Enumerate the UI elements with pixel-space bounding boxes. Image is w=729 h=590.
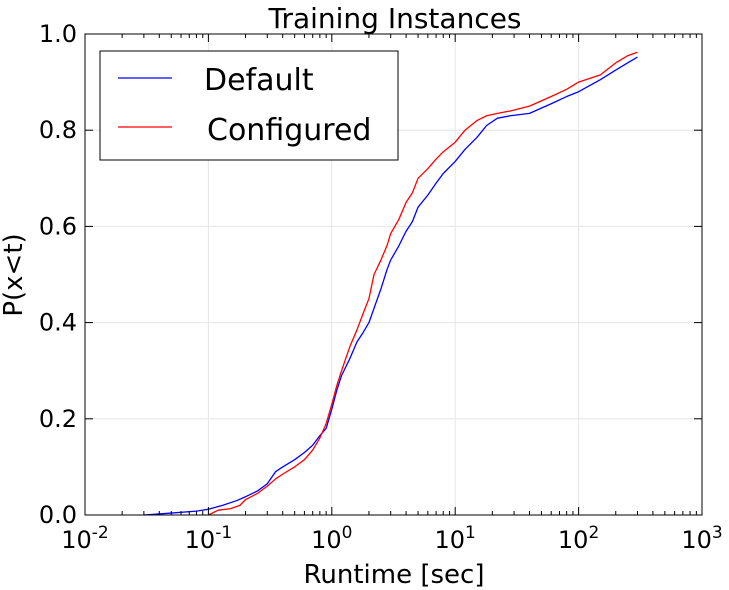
y-tick-label: 0.4 (39, 309, 77, 337)
y-tick-labels: 0.0 0.2 0.4 0.6 0.8 1.0 (39, 20, 77, 529)
legend-label-configured: Configured (207, 113, 371, 148)
x-tick-label: 103 (681, 523, 722, 554)
x-tick-label: 102 (558, 523, 599, 554)
y-tick-label: 0.8 (39, 116, 77, 144)
y-axis-label: P(x<t) (0, 233, 29, 316)
x-tick-label: 100 (311, 523, 352, 554)
y-tick-label: 0.0 (39, 501, 77, 529)
plot-frame (84, 33, 703, 516)
series-line-configured (208, 51, 638, 516)
x-tick-label: 10-1 (185, 523, 233, 554)
y-tick-label: 0.2 (39, 405, 77, 433)
x-tick-label: 101 (435, 523, 476, 554)
x-tick-label: 10-2 (61, 523, 109, 554)
y-tick-label: 0.6 (39, 212, 77, 240)
legend: Default Configured (99, 50, 399, 161)
series-line-default (143, 56, 638, 516)
x-tick-labels: 10-2 10-1 100 101 102 103 (61, 523, 722, 554)
series-layer (143, 51, 638, 516)
chart-title: Training Instances (267, 2, 521, 35)
legend-box (99, 50, 399, 161)
legend-label-default: Default (204, 63, 314, 98)
axis-ticks (84, 33, 703, 516)
x-axis-label: Runtime [sec] (304, 560, 485, 590)
y-tick-label: 1.0 (39, 20, 77, 48)
